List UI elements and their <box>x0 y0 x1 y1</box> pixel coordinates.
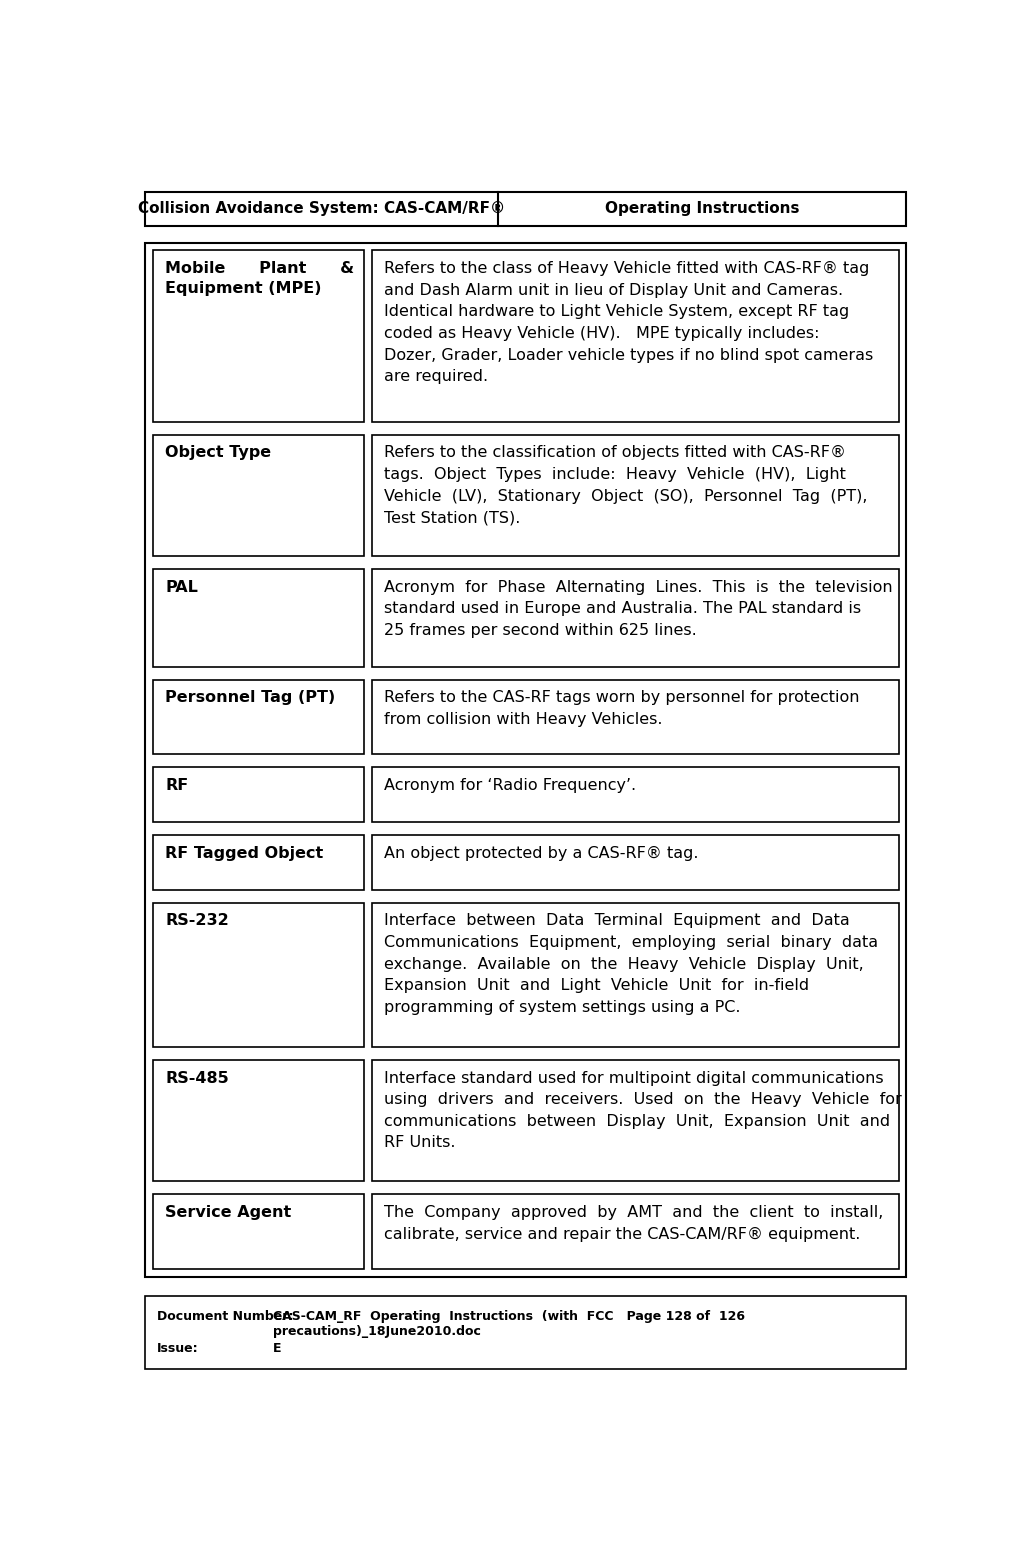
FancyBboxPatch shape <box>146 1296 906 1369</box>
Text: E: E <box>273 1343 282 1355</box>
FancyBboxPatch shape <box>371 1060 899 1182</box>
Text: Refers to the classification of objects fitted with CAS-RF®
tags.  Object  Types: Refers to the classification of objects … <box>384 446 868 524</box>
Text: Operating Instructions: Operating Instructions <box>605 201 799 217</box>
FancyBboxPatch shape <box>371 679 899 755</box>
FancyBboxPatch shape <box>153 902 364 1047</box>
FancyBboxPatch shape <box>153 1194 364 1269</box>
Text: Collision Avoidance System: CAS-CAM/RF®: Collision Avoidance System: CAS-CAM/RF® <box>139 201 505 217</box>
FancyBboxPatch shape <box>371 569 899 667</box>
Text: Mobile      Plant      &
Equipment (MPE): Mobile Plant & Equipment (MPE) <box>165 261 355 295</box>
FancyBboxPatch shape <box>153 1060 364 1182</box>
Text: Acronym  for  Phase  Alternating  Lines.  This  is  the  television
standard use: Acronym for Phase Alternating Lines. Thi… <box>384 580 893 637</box>
FancyBboxPatch shape <box>153 679 364 755</box>
Text: Refers to the class of Heavy Vehicle fitted with CAS-RF® tag
and Dash Alarm unit: Refers to the class of Heavy Vehicle fit… <box>384 261 873 384</box>
FancyBboxPatch shape <box>153 251 364 422</box>
FancyBboxPatch shape <box>371 767 899 821</box>
FancyBboxPatch shape <box>146 243 906 1276</box>
FancyBboxPatch shape <box>371 251 899 422</box>
Text: Interface standard used for multipoint digital communications
using  drivers  an: Interface standard used for multipoint d… <box>384 1071 902 1151</box>
Text: Service Agent: Service Agent <box>165 1205 291 1221</box>
FancyBboxPatch shape <box>153 767 364 821</box>
Text: RS-232: RS-232 <box>165 913 229 928</box>
Text: Interface  between  Data  Terminal  Equipment  and  Data
Communications  Equipme: Interface between Data Terminal Equipmen… <box>384 913 878 1015</box>
Text: An object protected by a CAS-RF® tag.: An object protected by a CAS-RF® tag. <box>384 846 699 860</box>
Text: Document Number:: Document Number: <box>157 1310 293 1323</box>
Text: Refers to the CAS-RF tags worn by personnel for protection
from collision with H: Refers to the CAS-RF tags worn by person… <box>384 690 860 727</box>
Text: RF Tagged Object: RF Tagged Object <box>165 846 323 860</box>
Text: Issue:: Issue: <box>157 1343 199 1355</box>
Text: RS-485: RS-485 <box>165 1071 229 1086</box>
FancyBboxPatch shape <box>153 435 364 555</box>
FancyBboxPatch shape <box>371 902 899 1047</box>
FancyBboxPatch shape <box>153 835 364 890</box>
Text: CAS-CAM_RF  Operating  Instructions  (with  FCC   Page 128 of  126
precautions)_: CAS-CAM_RF Operating Instructions (with … <box>273 1310 745 1338</box>
Text: Object Type: Object Type <box>165 446 272 461</box>
FancyBboxPatch shape <box>146 192 906 226</box>
Text: Acronym for ‘Radio Frequency’.: Acronym for ‘Radio Frequency’. <box>384 778 636 794</box>
Text: The  Company  approved  by  AMT  and  the  client  to  install,
calibrate, servi: The Company approved by AMT and the clie… <box>384 1205 883 1242</box>
FancyBboxPatch shape <box>371 1194 899 1269</box>
FancyBboxPatch shape <box>371 835 899 890</box>
Text: PAL: PAL <box>165 580 198 594</box>
FancyBboxPatch shape <box>371 435 899 555</box>
Text: Personnel Tag (PT): Personnel Tag (PT) <box>165 690 336 705</box>
FancyBboxPatch shape <box>153 569 364 667</box>
Text: RF: RF <box>165 778 189 794</box>
